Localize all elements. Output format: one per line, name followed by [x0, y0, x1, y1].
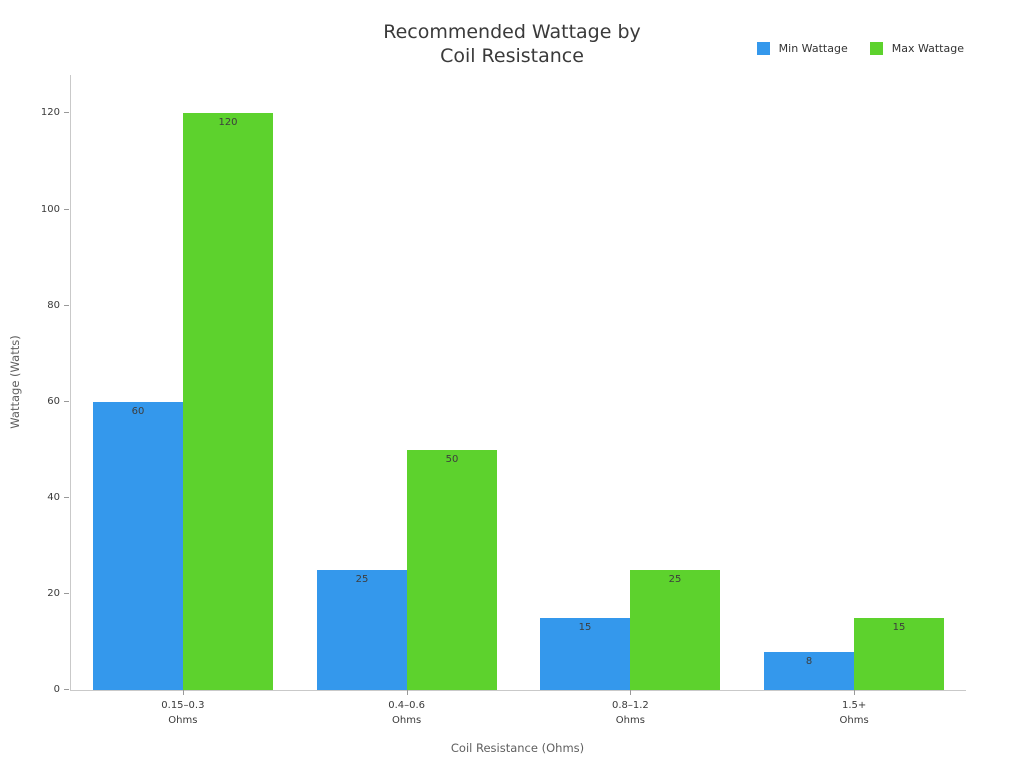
bar-value-label: 15: [578, 622, 592, 633]
legend-item-max-wattage: Max Wattage: [869, 42, 964, 55]
x-tick-mark: [182, 690, 184, 695]
bar-max-wattage-2: [630, 570, 720, 690]
y-tick-mark: [64, 689, 69, 690]
y-tick-label: 40: [47, 491, 60, 503]
x-axis-label: Coil Resistance (Ohms): [450, 741, 585, 755]
x-tick-label: 0.8–1.2 Ohms: [611, 700, 649, 726]
y-tick-mark: [64, 208, 69, 210]
bar-max-wattage-1: [407, 450, 497, 690]
min-wattage-swatch-icon: [756, 42, 770, 55]
x-tick-label: 0.4–0.6 Ohms: [388, 700, 426, 726]
y-tick-label: 80: [47, 299, 60, 311]
bar-max-wattage-0: [183, 113, 273, 690]
bar-value-label: 8: [805, 656, 813, 667]
bar-min-wattage-3: [764, 652, 854, 690]
x-tick-mark: [406, 690, 408, 695]
chart-title: Recommended Wattage by Coil Resistance: [383, 21, 641, 67]
x-tick-label: 1.5+ Ohms: [839, 700, 869, 726]
y-tick-mark: [64, 592, 69, 594]
legend: Min Wattage Max Wattage: [756, 42, 964, 55]
y-tick-mark: [64, 496, 69, 498]
plot-area: 0 20 40 60 80 100 120 0.15–0.3 Ohms 60 120 0.4–0.6…: [41, 75, 966, 726]
bar-value-label: 60: [131, 406, 145, 417]
max-wattage-swatch-icon: [869, 42, 883, 55]
bar-min-wattage-1: [317, 570, 407, 690]
y-tick-label: 60: [47, 395, 60, 407]
y-tick-label: 0: [53, 684, 60, 695]
bar-max-wattage-3: [854, 618, 944, 690]
y-tick-label: 20: [47, 587, 60, 599]
x-tick-label: 0.15–0.3 Ohms: [161, 700, 205, 726]
bar-value-label: 25: [668, 574, 682, 585]
legend-label-max-wattage: Max Wattage: [891, 42, 964, 55]
x-tick-mark: [630, 690, 632, 695]
y-tick-mark: [64, 400, 69, 402]
y-tick-label: 100: [40, 203, 60, 215]
y-tick-mark: [64, 304, 69, 306]
bar-min-wattage-0: [93, 402, 183, 690]
bar-value-label: 120: [218, 117, 238, 128]
legend-label-min-wattage: Min Wattage: [778, 42, 848, 55]
legend-item-min-wattage: Min Wattage: [756, 42, 848, 55]
y-tick-mark: [64, 112, 69, 114]
bar-value-label: 50: [445, 454, 459, 465]
bar-value-label: 15: [892, 622, 906, 633]
y-tick-label: 120: [40, 107, 60, 119]
bar-min-wattage-2: [540, 618, 630, 690]
bar-value-label: 25: [355, 574, 369, 585]
x-tick-mark: [854, 690, 856, 695]
y-axis-label: Wattage (Watts): [8, 335, 22, 429]
